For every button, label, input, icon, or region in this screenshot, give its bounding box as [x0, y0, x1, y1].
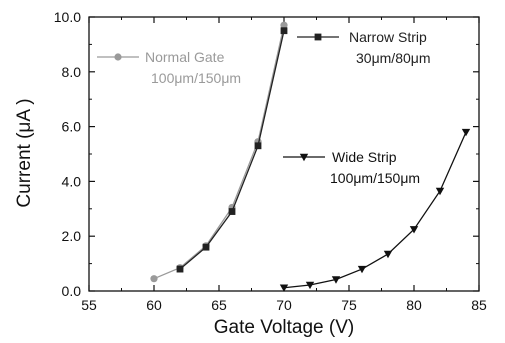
- data-point: [331, 276, 341, 284]
- x-tick-label: 70: [276, 297, 292, 313]
- x-tick-label: 80: [406, 297, 422, 313]
- data-point: [280, 27, 288, 35]
- legend-swatch-marker: [314, 33, 322, 41]
- series-narrow-strip: [176, 27, 288, 273]
- legend-entry: Wide Strip 100μm/150μm: [283, 149, 420, 186]
- data-point: [254, 142, 262, 150]
- data-point: [409, 226, 419, 234]
- series-line: [283, 131, 467, 289]
- x-axis-label: Gate Voltage (V): [214, 317, 354, 338]
- data-point: [176, 265, 184, 273]
- series-line: [153, 25, 285, 280]
- legend-label: Wide Strip: [332, 149, 397, 165]
- data-point: [228, 208, 236, 215]
- y-tick-label: 4.0: [62, 173, 82, 189]
- data-point: [305, 281, 315, 290]
- legend-entry: Normal Gate 100μm/150μm: [97, 49, 241, 86]
- legend-label: Narrow Strip: [349, 29, 427, 45]
- y-tick-label: 6.0: [62, 119, 82, 135]
- y-axis-label: Current (μA ): [14, 98, 35, 207]
- y-tick-label: 0.0: [62, 283, 82, 299]
- legend-swatch-marker: [299, 153, 309, 162]
- legend-swatch-marker: [114, 53, 122, 61]
- series-line: [179, 30, 285, 270]
- data-point: [357, 265, 367, 274]
- data-point: [383, 250, 393, 259]
- legend-label: Normal Gate: [145, 49, 225, 65]
- legend: Normal Gate 100μm/150μm Narrow Strip 30μm/8…: [97, 29, 431, 186]
- x-tick-label: 60: [146, 297, 162, 313]
- tick-labels: 55 60 65 70 75 80 85 0.0 2.0 4.0 6.0 8.0 10.0: [54, 9, 487, 313]
- series-layer: [150, 21, 471, 292]
- x-tick-label: 55: [81, 297, 97, 313]
- data-point: [150, 275, 158, 283]
- x-tick-label: 65: [211, 297, 227, 313]
- data-point: [461, 128, 471, 137]
- data-point: [280, 21, 288, 29]
- legend-sublabel: 100μm/150μm: [330, 170, 420, 186]
- y-tick-label: 8.0: [62, 64, 82, 80]
- legend-sublabel: 30μm/80μm: [356, 50, 431, 66]
- y-tick-label: 2.0: [62, 228, 82, 244]
- series-wide-strip: [279, 128, 471, 292]
- data-point: [435, 187, 445, 196]
- legend-sublabel: 100μm/150μm: [151, 70, 241, 86]
- legend-entry: Narrow Strip 30μm/80μm: [297, 29, 431, 66]
- y-tick-label: 10.0: [54, 9, 81, 25]
- data-point: [202, 243, 210, 251]
- x-tick-label: 75: [341, 297, 357, 313]
- data-point: [279, 284, 289, 292]
- x-tick-label: 85: [471, 297, 487, 313]
